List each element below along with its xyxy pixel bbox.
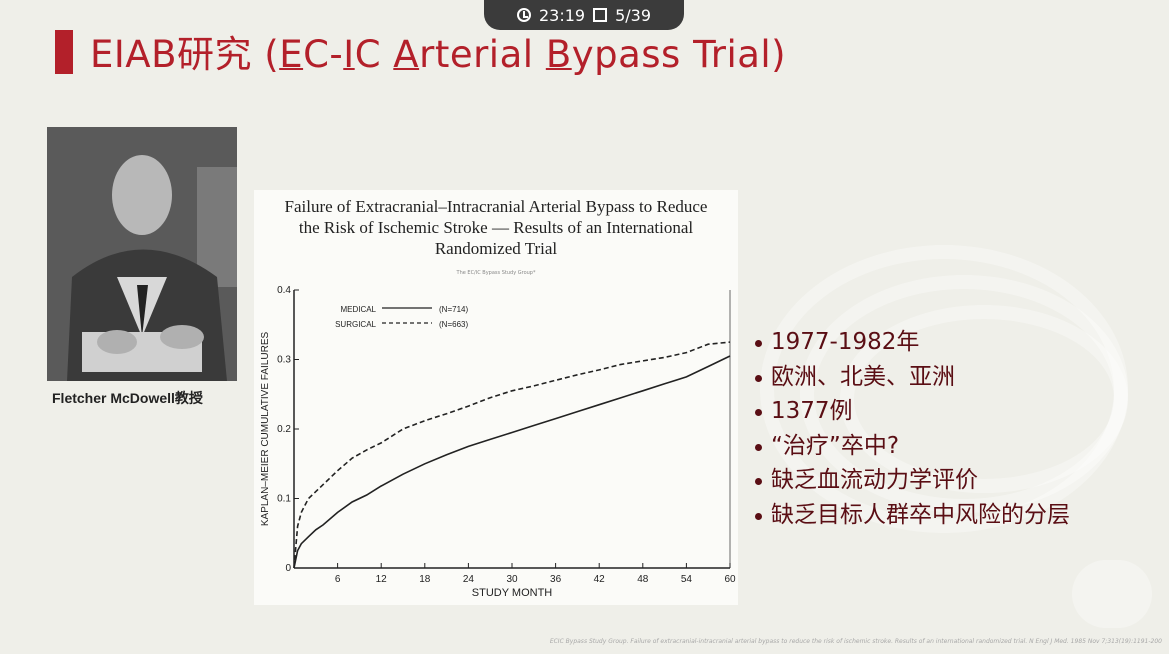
title-accent-bar	[55, 30, 73, 74]
bullet-list: 1977-1982年 欧洲、北美、亚洲 1377例 “治疗”卒中? 缺乏血流动力…	[755, 325, 1070, 532]
title-letter-e: E	[279, 33, 304, 76]
y-tick-label: 0.1	[277, 494, 291, 505]
paper-figure: Failure of Extracranial–Intracranial Art…	[254, 190, 738, 605]
title-prefix: EIAB研究 (	[90, 33, 280, 76]
title-part: ypass Trial)	[571, 33, 787, 76]
x-tick-label: 18	[419, 574, 431, 585]
series-line-medical	[293, 355, 731, 569]
x-axis-label: STUDY MONTH	[472, 587, 553, 599]
y-axis-label: KAPLAN–MEIER CUMULATIVE FAILURES	[260, 332, 271, 527]
bullet-item: 缺乏目标人群卒中风险的分层	[755, 498, 1070, 533]
paper-title-line: Randomized Trial	[434, 239, 558, 258]
bullet-item: 欧洲、北美、亚洲	[755, 360, 1070, 395]
legend-label: SURGICAL	[335, 320, 376, 329]
legend-n: (N=663)	[439, 320, 468, 329]
legend-n: (N=714)	[439, 305, 468, 314]
y-tick-label: 0.3	[277, 355, 291, 366]
paper-title-line: the Risk of Ischemic Stroke — Results of…	[298, 218, 694, 237]
series-line-surgical	[293, 341, 731, 569]
x-tick-label: 36	[550, 574, 562, 585]
bullet-item: 1977-1982年	[755, 325, 1070, 360]
slide-icon	[593, 8, 608, 22]
page-counter: 5/39	[615, 5, 652, 25]
bullet-item: 缺乏血流动力学评价	[755, 463, 1070, 498]
legend-label: MEDICAL	[340, 305, 376, 314]
title-letter-b: B	[545, 33, 572, 76]
y-tick-label: 0	[285, 563, 291, 574]
paper-author: The EC/IC Bypass Study Group*	[456, 270, 536, 276]
x-tick-label: 48	[637, 574, 649, 585]
photo-caption: Fletcher McDowell教授	[52, 390, 203, 406]
paper-title-line: Failure of Extracranial–Intracranial Art…	[284, 197, 708, 216]
portrait-photo	[47, 127, 237, 381]
x-tick-label: 24	[463, 574, 475, 585]
km-chart: 6 12 18 24 30 36 42 48 54 60 0 0.1 0.2 0.3 0.4 STUDY MO…	[260, 285, 736, 599]
presentation-status-bar: 23:19 5/39	[484, 0, 684, 30]
bullet-item: 1377例	[755, 394, 1070, 429]
x-tick-label: 42	[594, 574, 606, 585]
watermark-badge	[1072, 560, 1152, 628]
y-tick-label: 0.2	[277, 424, 291, 435]
x-tick-label: 30	[506, 574, 518, 585]
x-tick-label: 60	[724, 574, 736, 585]
clock-icon	[516, 8, 531, 22]
bullet-item: “治疗”卒中?	[755, 429, 1070, 464]
paper-title: Failure of Extracranial–Intracranial Art…	[254, 196, 738, 259]
x-tick-label: 54	[681, 574, 693, 585]
title-letter-a: A	[393, 33, 420, 76]
elapsed-time: 23:19	[538, 5, 586, 25]
title-letter-i: I	[343, 33, 355, 76]
title-part: C	[354, 33, 394, 76]
title-part: C-	[303, 33, 344, 76]
slide-title: EIAB研究 (EC-IC Arterial Bypass Trial)	[90, 24, 786, 78]
y-tick-label: 0.4	[277, 285, 291, 296]
citation: ECIC Bypass Study Group. Failure of extr…	[549, 638, 1162, 645]
title-part: rterial	[419, 33, 546, 76]
x-tick-label: 12	[376, 574, 388, 585]
x-tick-label: 6	[335, 574, 341, 585]
